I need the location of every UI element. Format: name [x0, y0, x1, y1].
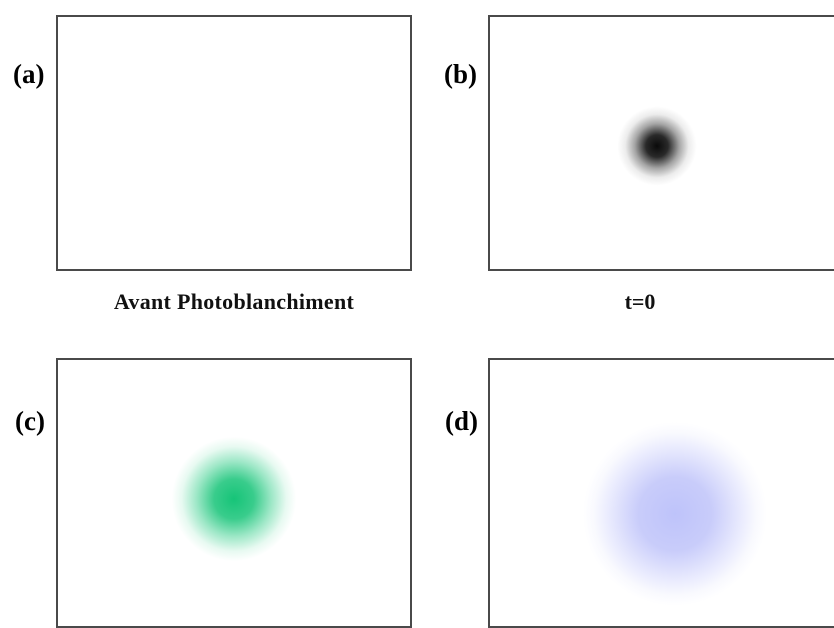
panel-c-label: (c): [15, 406, 45, 436]
diffusion-spot-blue: [545, 384, 805, 626]
panel-b-label: (b): [444, 59, 477, 89]
panel-b-frame: [488, 15, 834, 271]
bleach-spot-dark: [601, 90, 713, 202]
diffusion-spot-green: [146, 411, 322, 587]
panel-a-label: (a): [13, 59, 45, 89]
panel-b-caption: t=0: [624, 289, 656, 314]
panel-d-label: (d): [445, 406, 478, 436]
panel-a-frame: [56, 15, 412, 271]
panel-d-frame: [488, 358, 834, 628]
panel-a-caption: Avant Photoblanchiment: [113, 289, 355, 314]
panel-c-frame: [56, 358, 412, 628]
